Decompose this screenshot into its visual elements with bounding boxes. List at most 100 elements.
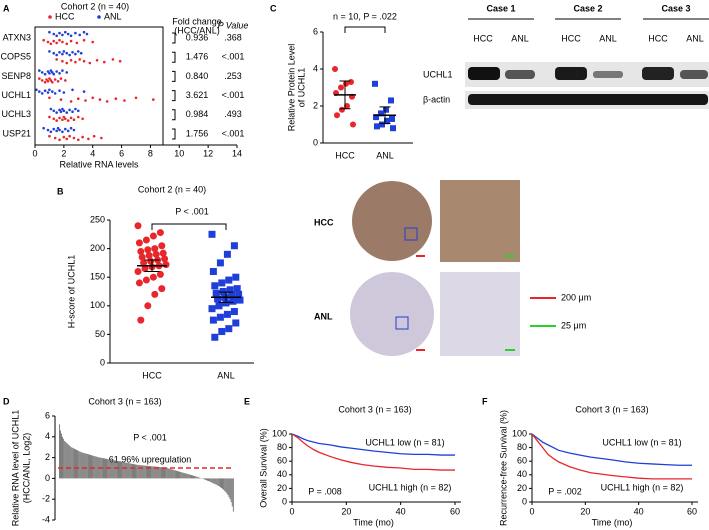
panel-letter: C [270, 3, 277, 13]
point [52, 39, 56, 43]
point [232, 273, 240, 281]
point [69, 100, 73, 103]
point [61, 69, 64, 72]
fold-change: 1.756 [186, 128, 209, 138]
case-label: Case 1 [486, 3, 515, 13]
point [40, 92, 44, 95]
point [51, 80, 54, 84]
point [343, 80, 349, 87]
point [42, 38, 45, 42]
point [55, 58, 58, 61]
x-tick-label: 6 [119, 148, 124, 158]
bar [130, 463, 132, 479]
point [51, 71, 54, 74]
point [65, 61, 69, 65]
bar [218, 478, 220, 487]
point [334, 112, 340, 119]
bar [166, 467, 168, 479]
p-value: <.001 [222, 128, 245, 138]
point [378, 110, 384, 117]
x-tick-label: ANL [217, 370, 235, 380]
bar [224, 478, 226, 491]
point [46, 40, 50, 44]
bar [149, 466, 150, 479]
bar [150, 466, 152, 479]
bar [180, 471, 182, 479]
lane-label: HCC [473, 33, 493, 43]
bar [157, 466, 159, 479]
bar [112, 460, 114, 479]
point [78, 33, 82, 37]
lane-label: HCC [561, 33, 581, 43]
bar [189, 474, 191, 479]
point [88, 61, 92, 65]
y-tick-label: 50 [95, 329, 105, 339]
point [218, 279, 226, 287]
bar [215, 478, 217, 485]
y-axis-label: of UCHL1 [296, 68, 306, 108]
point [225, 276, 233, 284]
point [212, 289, 220, 297]
point [58, 128, 61, 132]
survival-curve [531, 433, 692, 466]
gene-label: UCHL3 [1, 109, 31, 119]
annotation: n = 10, P = .022 [333, 11, 397, 21]
chart-title: Cohort 3 (n = 163) [88, 396, 161, 406]
band-label: UCHL1 [423, 69, 453, 79]
point [45, 78, 48, 81]
point [372, 80, 378, 87]
y-tick-label: 0 [282, 496, 287, 506]
y-tick-label: 100 [90, 300, 105, 310]
point [379, 121, 385, 128]
bar [188, 474, 190, 479]
point [59, 77, 63, 80]
bar [206, 478, 207, 481]
point [52, 109, 56, 113]
point [68, 53, 71, 57]
point [75, 41, 79, 45]
point [118, 59, 122, 63]
annotation: P < .001 [175, 206, 209, 216]
annotation: P = .008 [308, 486, 342, 496]
bar [153, 466, 155, 479]
annotation: 61.96% upregulation [109, 454, 192, 464]
y-tick-label: 40 [277, 469, 287, 479]
bar [170, 469, 172, 479]
band-label: β-actin [423, 94, 450, 104]
x-tick-label: 0 [32, 148, 37, 158]
point [61, 118, 64, 121]
scale-bar-label: 200 μm [561, 292, 591, 302]
bar [86, 453, 88, 479]
bar [138, 464, 140, 479]
lane-label: ANL [686, 33, 704, 43]
bar [66, 443, 68, 479]
point [65, 137, 69, 141]
point [53, 92, 57, 95]
point [105, 100, 109, 103]
point [161, 255, 169, 263]
point [38, 77, 41, 80]
point [65, 51, 69, 55]
panel-letter: F [482, 396, 488, 406]
bar [209, 478, 211, 482]
point [82, 59, 86, 63]
bar [82, 452, 84, 479]
gene-label: SENP8 [1, 71, 31, 81]
point [219, 288, 227, 295]
point [100, 136, 103, 140]
bar [65, 442, 67, 479]
p-value: .368 [224, 32, 242, 42]
point [35, 88, 38, 92]
point [76, 115, 80, 119]
bracket [344, 26, 386, 33]
bar [120, 461, 121, 479]
bar [205, 478, 206, 480]
bar [74, 448, 75, 479]
x-tick-label: ANL [376, 150, 394, 160]
bar [172, 469, 174, 479]
point [91, 96, 95, 100]
point [92, 134, 96, 138]
fold-change: 1.476 [186, 52, 209, 62]
bar [59, 424, 60, 479]
